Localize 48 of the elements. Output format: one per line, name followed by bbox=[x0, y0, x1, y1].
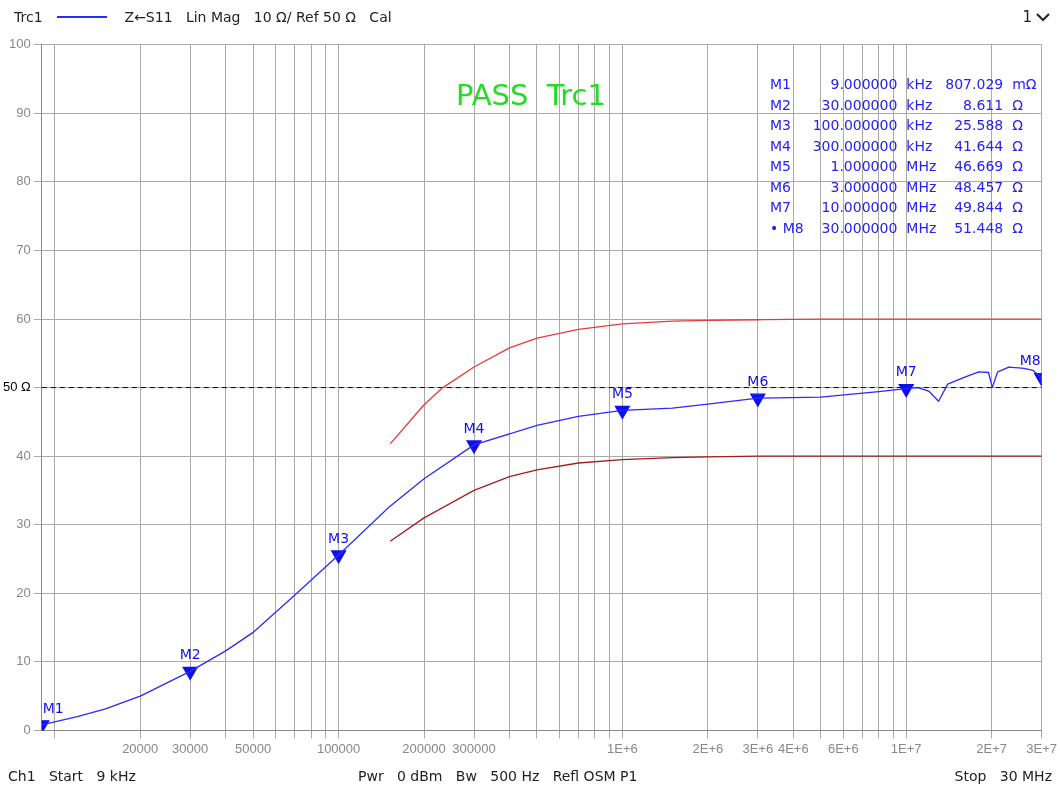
annotation: M8 bbox=[1019, 352, 1041, 369]
text: Pwr 0 dBm Bw 500 Hz Refl OSM P1 bbox=[358, 768, 638, 784]
x-tick-label: 4E+6 bbox=[777, 740, 809, 756]
y-tick-label: 10 bbox=[16, 653, 31, 669]
y-tick-label: 50 Ω bbox=[2, 379, 32, 395]
y-tick-label: 100 bbox=[9, 36, 31, 52]
y-tick-label: 80 bbox=[16, 173, 31, 189]
x-tick-label: 200000 bbox=[402, 740, 446, 756]
text: 1 bbox=[1022, 8, 1032, 26]
text: M6 3.000000 MHz 48.457 Ω bbox=[770, 178, 1023, 195]
annotation: M3 bbox=[328, 529, 350, 546]
annotation: M6 bbox=[747, 372, 769, 389]
x-tick-label: 2E+6 bbox=[692, 740, 724, 756]
text: M1 9.000000 kHz 807.029 mΩ bbox=[770, 76, 1037, 92]
y-tick-label: 20 bbox=[16, 584, 31, 600]
y-tick-label: 40 bbox=[16, 447, 31, 463]
x-tick-label: 50000 bbox=[235, 740, 272, 756]
legend-label: Trc1 bbox=[14, 9, 43, 25]
annotation: M7 bbox=[895, 363, 917, 380]
x-tick-label: 3E+6 bbox=[742, 740, 774, 756]
x-tick-label: 100000 bbox=[316, 740, 361, 756]
text: Ch1 Start 9 kHz bbox=[8, 768, 136, 784]
text: M2 30.000000 kHz 8.611 Ω bbox=[770, 96, 1023, 113]
x-tick-label: 1E+7 bbox=[890, 740, 922, 756]
x-tick-label: 20000 bbox=[122, 740, 159, 756]
y-tick-label: 30 bbox=[16, 516, 31, 532]
text: M4 300.000000 kHz 41.644 Ω bbox=[770, 137, 1023, 154]
y-tick-label: 0 bbox=[23, 721, 31, 737]
x-tick-label: 2E+7 bbox=[976, 740, 1008, 756]
text: • M8 30.000000 MHz 51.448 Ω bbox=[770, 219, 1023, 236]
annotation: M2 bbox=[179, 646, 201, 662]
annotation: M1 bbox=[42, 699, 64, 716]
annotation: M5 bbox=[611, 385, 633, 402]
text: Stop 30 MHz bbox=[954, 768, 1052, 784]
text: M7 10.000000 MHz 49.844 Ω bbox=[770, 199, 1023, 215]
annotation: PASS Trc1 bbox=[456, 78, 606, 112]
annotation: M4 bbox=[463, 419, 485, 436]
chart-subtitle: Z←S11 Lin Mag 10 Ω/ Ref 50 Ω Cal bbox=[124, 9, 392, 25]
text: M3 100.000000 kHz 25.588 Ω bbox=[770, 117, 1023, 133]
text: M5 1.000000 MHz 46.669 Ω bbox=[770, 158, 1023, 174]
y-tick-label: 90 bbox=[16, 104, 31, 120]
x-tick-label: 3E+7 bbox=[1026, 740, 1058, 756]
x-tick-label: 6E+6 bbox=[827, 740, 859, 756]
x-tick-label: 1E+6 bbox=[607, 740, 638, 756]
x-tick-label: 30000 bbox=[172, 740, 209, 756]
x-tick-label: 300000 bbox=[452, 740, 496, 756]
y-tick-label: 70 bbox=[16, 242, 31, 258]
y-tick-label: 60 bbox=[16, 310, 31, 326]
